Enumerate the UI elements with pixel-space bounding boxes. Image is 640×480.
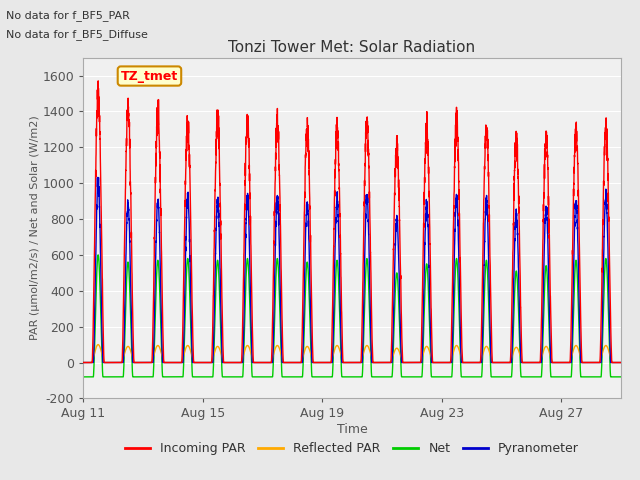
X-axis label: Time: Time (337, 423, 367, 436)
Text: No data for f_BF5_Diffuse: No data for f_BF5_Diffuse (6, 29, 148, 40)
Legend: Incoming PAR, Reflected PAR, Net, Pyranometer: Incoming PAR, Reflected PAR, Net, Pyrano… (120, 437, 584, 460)
Y-axis label: PAR (μmol/m2/s) / Net and Solar (W/m2): PAR (μmol/m2/s) / Net and Solar (W/m2) (29, 116, 40, 340)
Title: Tonzi Tower Met: Solar Radiation: Tonzi Tower Met: Solar Radiation (228, 40, 476, 55)
Text: No data for f_BF5_PAR: No data for f_BF5_PAR (6, 10, 131, 21)
Text: TZ_tmet: TZ_tmet (121, 70, 178, 83)
